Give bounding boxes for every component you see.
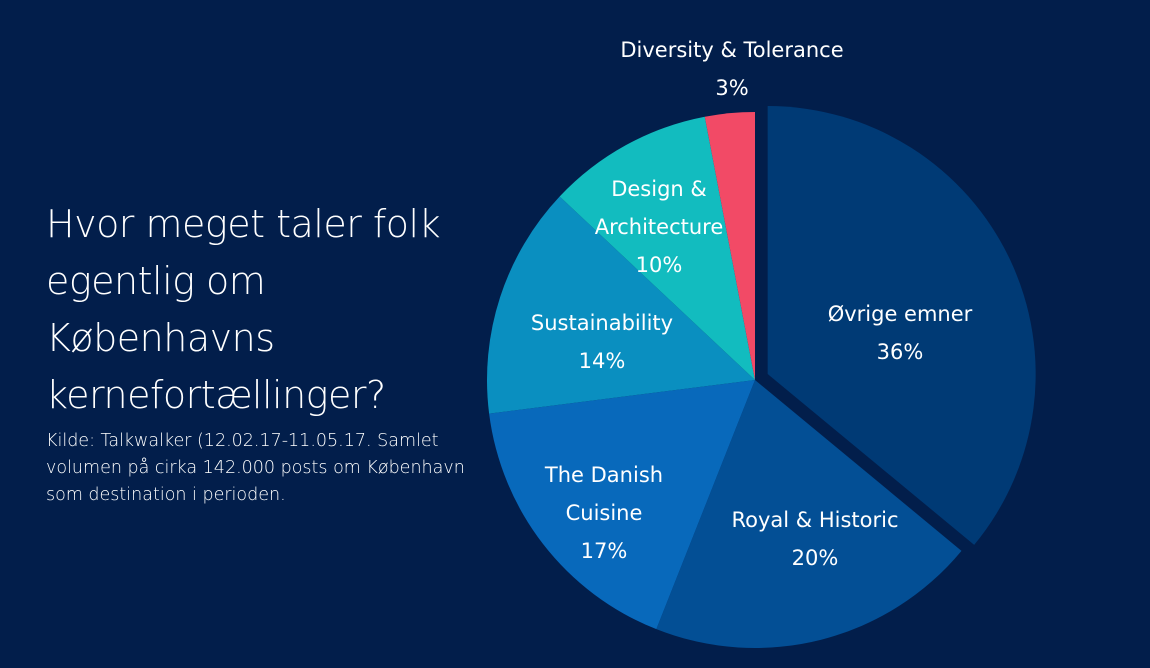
value-label-royal-historic: 20% <box>792 546 839 570</box>
page-title: Hvor meget taler folk egentlig om Københ… <box>46 202 441 417</box>
slice-label-sustainability: Sustainability <box>531 311 673 335</box>
slice-label-the-danish-cuisine: Cuisine <box>566 501 643 525</box>
slice-label-diversity-tolerance: Diversity & Tolerance <box>620 38 843 62</box>
slice-label-design-architecture: Architecture <box>595 215 724 239</box>
value-label-diversity-tolerance: 3% <box>715 76 748 100</box>
slice-vrige-emner <box>767 106 1036 545</box>
source-note: Kilde: Talkwalker (12.02.17-11.05.17. Sa… <box>46 431 465 505</box>
slice-design-architecture <box>559 116 755 381</box>
slice-label-design-architecture: Design & <box>611 177 707 201</box>
value-label-the-danish-cuisine: 17% <box>581 539 628 563</box>
slice-the-danish-cuisine <box>489 380 755 630</box>
value-label-vrige-emner: 36% <box>877 340 924 364</box>
slice-royal-historic <box>656 380 962 648</box>
value-label-sustainability: 14% <box>579 349 626 373</box>
slice-label-royal-historic: Royal & Historic <box>731 508 898 532</box>
slice-label-vrige-emner: Øvrige emner <box>828 302 973 326</box>
slice-label-the-danish-cuisine: The Danish <box>544 463 663 487</box>
slice-diversity-tolerance <box>704 112 755 380</box>
value-label-design-architecture: 10% <box>636 253 683 277</box>
slice-sustainability <box>487 196 755 414</box>
